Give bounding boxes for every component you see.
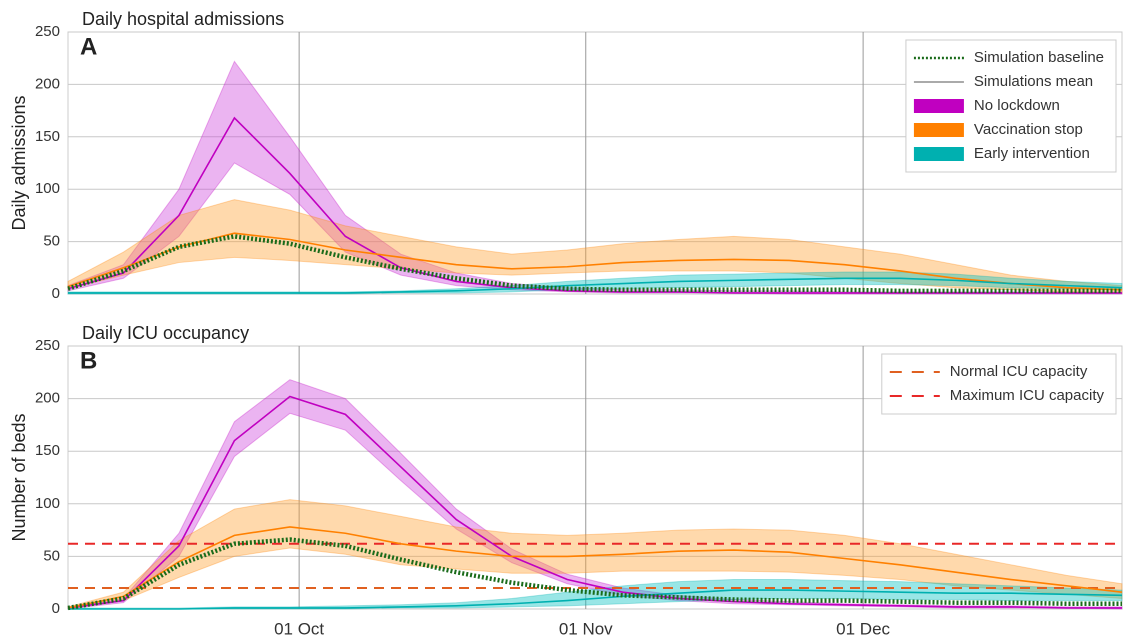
y-tick-label: 250 (35, 337, 60, 354)
y-tick-label: 50 (43, 547, 60, 564)
legend-box (881, 353, 1117, 415)
legend-label: Simulations mean (974, 73, 1093, 90)
panel-label: A (80, 33, 97, 60)
y-tick-label: 50 (43, 233, 60, 250)
legend-label: Simulation baseline (974, 49, 1104, 66)
y-tick-label: 100 (35, 180, 60, 197)
y-axis-label: Number of beds (9, 413, 29, 541)
mean-line (67, 395, 1122, 609)
y-axis-label: Daily admissions (9, 95, 29, 230)
y-tick-label: 200 (35, 75, 60, 92)
plot-marks (67, 60, 1123, 295)
x-tick-label: 01 Oct (274, 619, 324, 638)
baseline-line (67, 537, 1122, 611)
chart-title: Daily hospital admissions (82, 9, 284, 29)
y-tick-label: 0 (52, 600, 60, 617)
legend-symbol (913, 99, 964, 113)
legend-label: Maximum ICU capacity (950, 387, 1105, 404)
x-tick-label: 01 Dec (836, 619, 890, 638)
chart-title: Daily ICU occupancy (82, 323, 249, 343)
legend: Normal ICU capacity Maximum ICU capacity (881, 353, 1117, 415)
y-tick-label: 250 (35, 23, 60, 40)
x-tick-label: 01 Nov (559, 619, 613, 638)
legend-label: No lockdown (974, 97, 1060, 114)
y-tick-label: 150 (35, 442, 60, 459)
legend-symbol (913, 123, 964, 137)
panel-label: B (80, 347, 97, 374)
band (67, 60, 1123, 295)
legend: Simulation baseline Simulations mean No lo… (905, 39, 1117, 173)
legend-symbol (913, 147, 964, 161)
y-tick-label: 100 (35, 495, 60, 512)
y-tick-label: 200 (35, 390, 60, 407)
mean-line (68, 277, 1123, 294)
y-tick-label: 150 (35, 128, 60, 145)
band (67, 579, 1123, 610)
mean-line (68, 589, 1123, 610)
legend-label: Vaccination stop (974, 121, 1083, 138)
band (67, 379, 1123, 610)
mean-line (67, 526, 1123, 609)
legend-label: Normal ICU capacity (950, 363, 1088, 380)
y-tick-label: 0 (52, 285, 60, 302)
band (67, 499, 1123, 610)
baseline-line (67, 234, 1122, 294)
plot-marks (67, 379, 1123, 611)
mean-line (67, 232, 1123, 291)
legend-label: Early intervention (974, 145, 1090, 162)
